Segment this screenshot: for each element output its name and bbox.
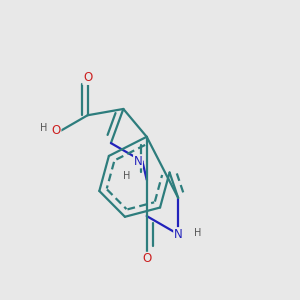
Text: O: O (83, 71, 92, 84)
Text: N: N (174, 228, 182, 241)
Text: H: H (40, 123, 47, 133)
Text: O: O (142, 252, 151, 266)
Text: H: H (123, 171, 130, 181)
Text: O: O (52, 124, 61, 137)
Text: N: N (134, 155, 142, 168)
Text: H: H (194, 228, 201, 238)
